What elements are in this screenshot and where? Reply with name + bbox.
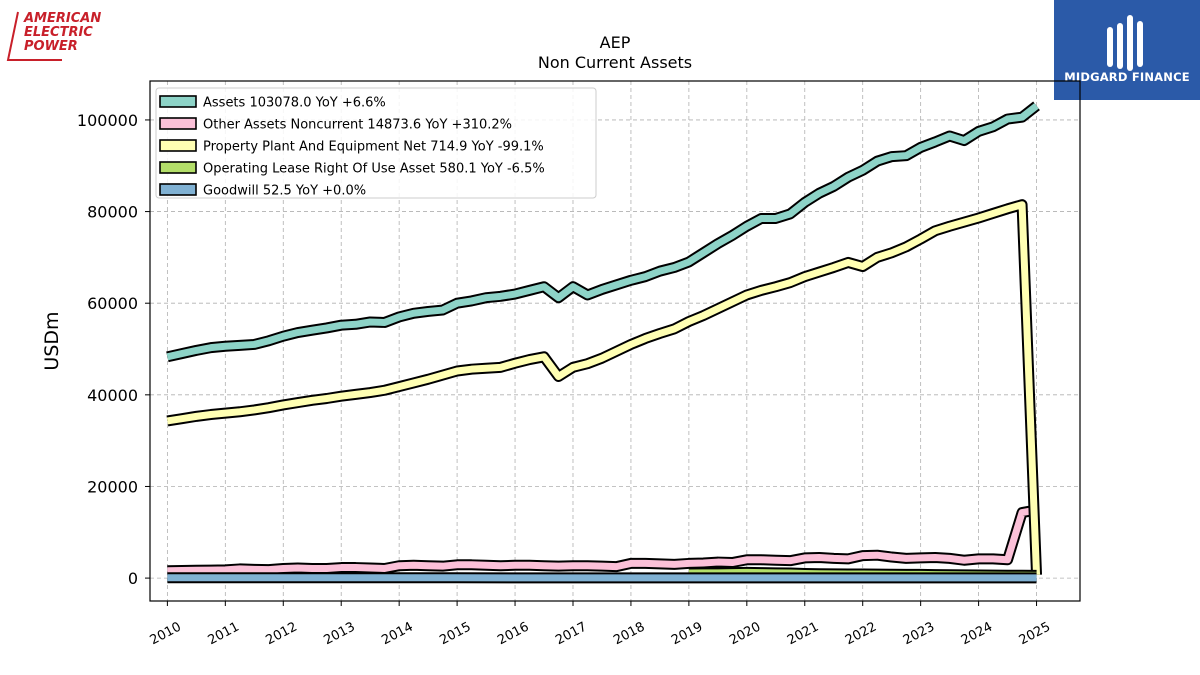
legend-label-lease: Operating Lease Right Of Use Asset 580.1… (203, 162, 545, 177)
brand-logo-text: MIDGARD FINANCE (1064, 70, 1190, 84)
y-axis-label: USDm (41, 311, 63, 370)
legend-label-assets: Assets 103078.0 YoY +6.6% (203, 96, 386, 111)
brand-mark-icon (1107, 15, 1143, 71)
y-tick-label: 60000 (87, 294, 138, 313)
y-tick-label: 20000 (87, 477, 138, 496)
logo-bracket-icon (6, 11, 62, 61)
plot-frame (149, 80, 1081, 602)
y-tick-label: 80000 (87, 203, 138, 222)
x-tick-label: 2019 (669, 620, 705, 649)
x-tick-label: 2024 (959, 620, 995, 649)
legend-label-goodwill: Goodwill 52.5 YoY +0.0% (203, 184, 366, 199)
y-axis: 0 20000 40000 60000 80000 100000 (77, 111, 150, 588)
legend-label-ppe: Property Plant And Equipment Net 714.9 Y… (203, 140, 544, 155)
x-tick-label: 2010 (148, 620, 184, 649)
brand-logo: MIDGARD FINANCE (1054, 0, 1200, 100)
series-outline-ppe (166, 199, 1043, 576)
legend: Assets 103078.0 YoY +6.6% Other Assets No… (155, 87, 597, 199)
series-line-other_assets (167, 506, 1038, 575)
y-tick-label: 40000 (87, 386, 138, 405)
legend-swatch-ppe (159, 139, 197, 152)
legend-swatch-lease (159, 161, 197, 174)
x-tick-label: 2016 (495, 620, 531, 649)
x-tick-label: 2018 (611, 620, 647, 649)
series-other_assets (167, 504, 1038, 577)
x-tick-label: 2013 (321, 620, 357, 649)
legend-swatch-other_assets (159, 117, 197, 130)
logo-line-1: AMERICAN (24, 11, 102, 26)
series-layer (166, 101, 1043, 584)
company-logo-text: AMERICAN ELECTRIC POWER (24, 12, 101, 54)
series-assets (166, 101, 1040, 363)
legend-swatch-goodwill (159, 183, 197, 196)
legend-label-other_assets: Other Assets Noncurrent 14873.6 YoY +310… (203, 118, 512, 133)
x-tick-label: 2021 (785, 620, 821, 649)
x-axis: 2010 2011 2012 2013 2014 2015 2016 2017 2018 2019… (148, 601, 1053, 648)
x-tick-label: 2020 (727, 620, 763, 649)
y-tick-label: 0 (128, 569, 138, 588)
x-tick-label: 2025 (1017, 620, 1053, 649)
y-tick-label: 100000 (77, 111, 138, 130)
legend-box (155, 87, 597, 199)
legend-swatch-assets (159, 95, 197, 108)
x-tick-label: 2014 (379, 620, 415, 649)
x-tick-label: 2023 (901, 620, 937, 649)
company-logo: AMERICAN ELECTRIC POWER (4, 8, 120, 64)
x-tick-label: 2015 (437, 620, 473, 649)
chart-subtitle: Non Current Assets (538, 53, 692, 72)
series-line-ppe (166, 201, 1041, 575)
logo-line-2: ELECTRIC (24, 25, 93, 40)
x-tick-label: 2022 (843, 620, 879, 649)
chart-title: AEP (600, 33, 631, 52)
logo-line-3: POWER (24, 39, 78, 54)
x-tick-label: 2012 (263, 620, 299, 649)
series-ppe (166, 199, 1043, 576)
x-tick-label: 2017 (553, 620, 589, 649)
series-line-assets (166, 103, 1039, 361)
x-tick-label: 2011 (206, 620, 242, 649)
